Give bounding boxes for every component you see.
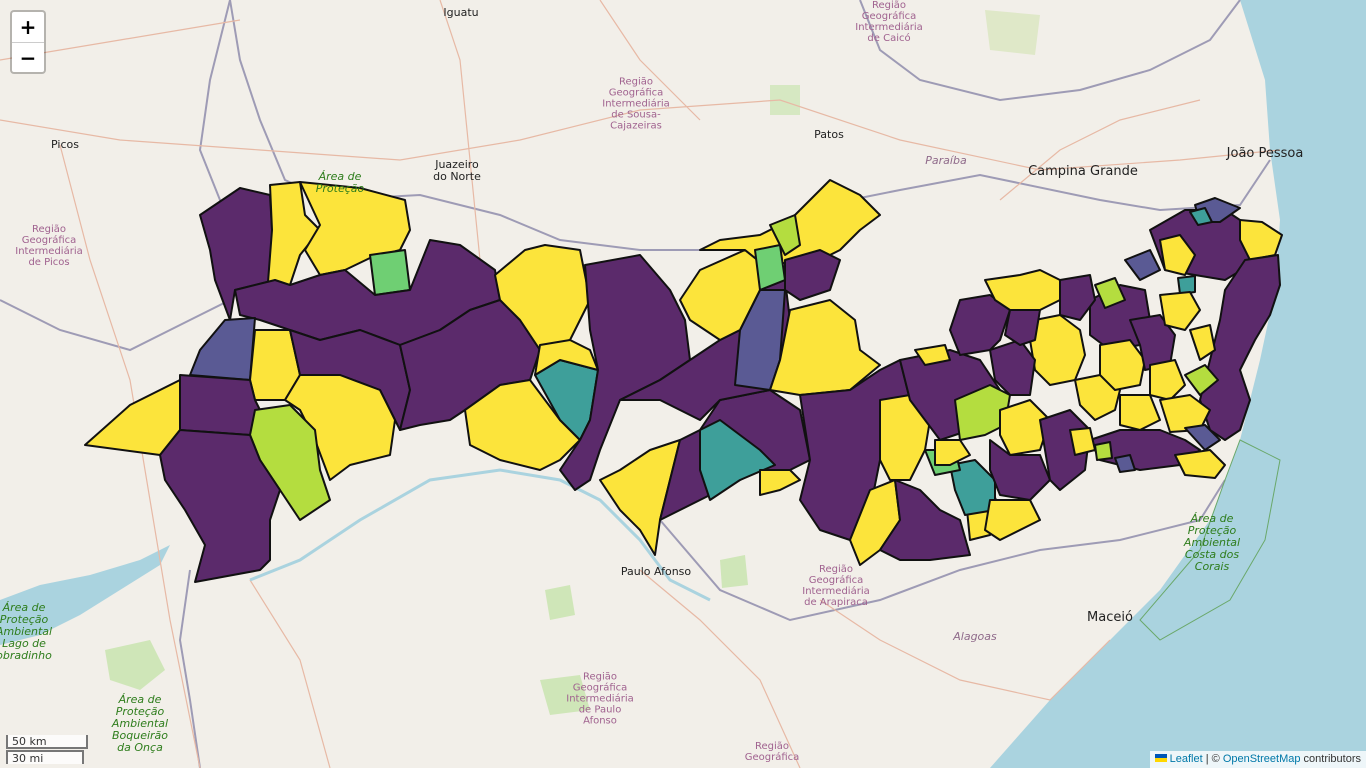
region-polygon xyxy=(1114,454,1136,473)
green-area xyxy=(545,585,575,620)
region-polygon xyxy=(1184,364,1219,396)
region-polygon xyxy=(284,374,396,481)
region-polygon xyxy=(989,439,1051,501)
label-picos: Picos xyxy=(51,138,79,151)
label-caico-region: Região Geográfica Intermediária de Caicó xyxy=(855,0,923,44)
label-boqueirao-onca: Área de Proteção Ambiental Boqueirão da … xyxy=(111,693,169,754)
region-polygon xyxy=(559,254,691,491)
green-area xyxy=(985,10,1040,55)
label-iguatu: Iguatu xyxy=(443,6,479,19)
scale-bar: 50 km 30 mi xyxy=(6,735,88,765)
region-polygon xyxy=(494,244,591,351)
region-polygon xyxy=(159,429,281,583)
region-polygon xyxy=(1159,291,1201,331)
region-polygon xyxy=(1184,424,1221,451)
sobradinho-lake xyxy=(0,545,170,645)
region-polygon xyxy=(1159,234,1196,276)
scale-mi: 30 mi xyxy=(6,750,84,765)
roads xyxy=(0,0,1281,768)
region-polygon xyxy=(769,299,881,396)
green-area xyxy=(770,85,800,115)
costa-corais-outline xyxy=(1139,439,1281,641)
attribution-separator: | © xyxy=(1202,753,1223,765)
region-polygon xyxy=(699,419,776,501)
region-polygon xyxy=(84,379,181,456)
region-polygon xyxy=(1174,449,1226,479)
region-polygon xyxy=(1119,394,1161,431)
label-costa-corais: Área de Proteção Ambiental Costa dos Cor… xyxy=(1183,512,1241,573)
region-polygon xyxy=(914,344,951,366)
label-maceio: Maceió xyxy=(1087,610,1133,625)
region-polygon xyxy=(1004,309,1041,346)
zoom-control: + − xyxy=(10,10,46,74)
label-regiao-bottom: Região Geográfica xyxy=(744,741,800,763)
region-polygon xyxy=(1124,249,1161,281)
zoom-out-button[interactable]: − xyxy=(12,42,44,72)
state-borders xyxy=(0,0,1271,768)
osm-link[interactable]: OpenStreetMap xyxy=(1222,753,1301,765)
label-paraiba: Paraíba xyxy=(925,154,967,167)
label-paulo-afonso-region: Região Geográfica Intermediária de Paulo… xyxy=(566,671,634,727)
label-arapiraca-region: Região Geográfica Intermediária de Arapi… xyxy=(802,564,870,608)
zoom-in-button[interactable]: + xyxy=(12,12,44,42)
region-polygon xyxy=(1189,207,1213,226)
region-polygon xyxy=(984,499,1041,541)
leaflet-link[interactable]: Leaflet xyxy=(1154,753,1203,765)
label-sousa-region: Região Geográfica Intermediária de Sousa… xyxy=(602,76,670,132)
region-polygon xyxy=(759,469,801,496)
attribution: Leaflet | © OpenStreetMap contributors xyxy=(1149,751,1366,768)
ocean xyxy=(990,0,1366,768)
region-polygon xyxy=(369,249,411,296)
leaflet-label: Leaflet xyxy=(1169,753,1203,765)
region-polygon xyxy=(1059,274,1096,321)
region-polygon xyxy=(267,181,321,286)
label-picos-region: Região Geográfica Intermediária de Picos xyxy=(15,224,83,268)
pernambuco-choropleth xyxy=(84,179,1283,583)
sao-francisco-river xyxy=(249,468,711,602)
region-polygon xyxy=(1189,324,1216,361)
label-joao-pessoa: João Pessoa xyxy=(1226,146,1304,161)
region-polygon xyxy=(1069,427,1096,456)
region-polygon xyxy=(784,249,841,301)
attribution-suffix: contributors xyxy=(1300,753,1361,765)
label-alagoas: Alagoas xyxy=(953,630,997,643)
region-polygon xyxy=(1177,275,1196,295)
region-polygon xyxy=(934,439,971,466)
region-polygon xyxy=(1094,277,1126,309)
region-polygon xyxy=(1094,441,1113,461)
green-area xyxy=(105,640,165,690)
region-polygon xyxy=(999,399,1051,456)
region-polygon xyxy=(1199,254,1281,441)
label-juazeiro: Juazeiro do Norte xyxy=(433,158,481,183)
ukraine-flag-icon xyxy=(1154,754,1167,762)
region-polygon xyxy=(1149,359,1186,401)
label-paulo-afonso: Paulo Afonso xyxy=(620,565,692,578)
region-polygon xyxy=(1159,394,1211,433)
label-patos: Patos xyxy=(814,128,844,141)
label-area-protecao-top: Área de Proteção xyxy=(315,170,365,195)
green-area xyxy=(720,555,748,588)
label-campina-grande: Campina Grande xyxy=(1028,164,1138,179)
region-polygon xyxy=(464,379,581,471)
region-polygon xyxy=(879,479,971,561)
scale-km: 50 km xyxy=(6,735,88,749)
label-lago-sobradinho: Área de Proteção Ambiental Lago de obrad… xyxy=(0,601,53,662)
green-area xyxy=(540,675,590,715)
region-polygon xyxy=(1099,339,1146,391)
